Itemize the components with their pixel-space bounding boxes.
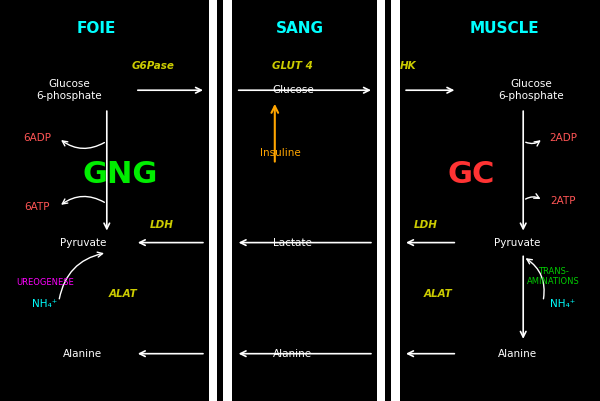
Text: Lactate: Lactate — [274, 238, 312, 247]
Text: Insuline: Insuline — [260, 148, 301, 158]
Bar — [223, 0, 232, 401]
Text: FOIE: FOIE — [76, 20, 116, 36]
Text: Pyruvate: Pyruvate — [494, 238, 541, 247]
Text: 2ATP: 2ATP — [550, 196, 575, 205]
Text: Alanine: Alanine — [63, 349, 103, 358]
Text: GLUT 4: GLUT 4 — [272, 61, 313, 71]
Bar — [391, 0, 400, 401]
Text: 2ADP: 2ADP — [549, 134, 577, 143]
Bar — [209, 0, 217, 401]
Text: G6Pase: G6Pase — [131, 61, 175, 71]
Text: GNG: GNG — [82, 160, 158, 189]
Text: GC: GC — [448, 160, 494, 189]
Text: Alanine: Alanine — [273, 349, 313, 358]
Text: ALAT: ALAT — [424, 289, 452, 298]
Text: TRANS-
AMINATIONS: TRANS- AMINATIONS — [527, 267, 580, 286]
Text: Glucose
6-phosphate: Glucose 6-phosphate — [498, 79, 564, 101]
Text: 6ATP: 6ATP — [25, 202, 50, 211]
Text: NH₄⁺: NH₄⁺ — [32, 299, 58, 309]
Text: Alanine: Alanine — [497, 349, 537, 358]
Text: LDH: LDH — [414, 221, 438, 230]
Text: LDH: LDH — [150, 221, 174, 230]
Text: SANG: SANG — [276, 20, 324, 36]
Text: ALAT: ALAT — [109, 289, 137, 298]
Text: Glucose: Glucose — [272, 85, 314, 95]
Text: Glucose
6-phosphate: Glucose 6-phosphate — [36, 79, 102, 101]
Text: MUSCLE: MUSCLE — [469, 20, 539, 36]
Text: NH₄⁺: NH₄⁺ — [550, 299, 575, 309]
Text: 6ADP: 6ADP — [23, 134, 51, 143]
Bar — [377, 0, 385, 401]
Text: Pyruvate: Pyruvate — [59, 238, 106, 247]
Text: UREOGENESE: UREOGENESE — [16, 278, 74, 287]
Text: HK: HK — [400, 61, 416, 71]
